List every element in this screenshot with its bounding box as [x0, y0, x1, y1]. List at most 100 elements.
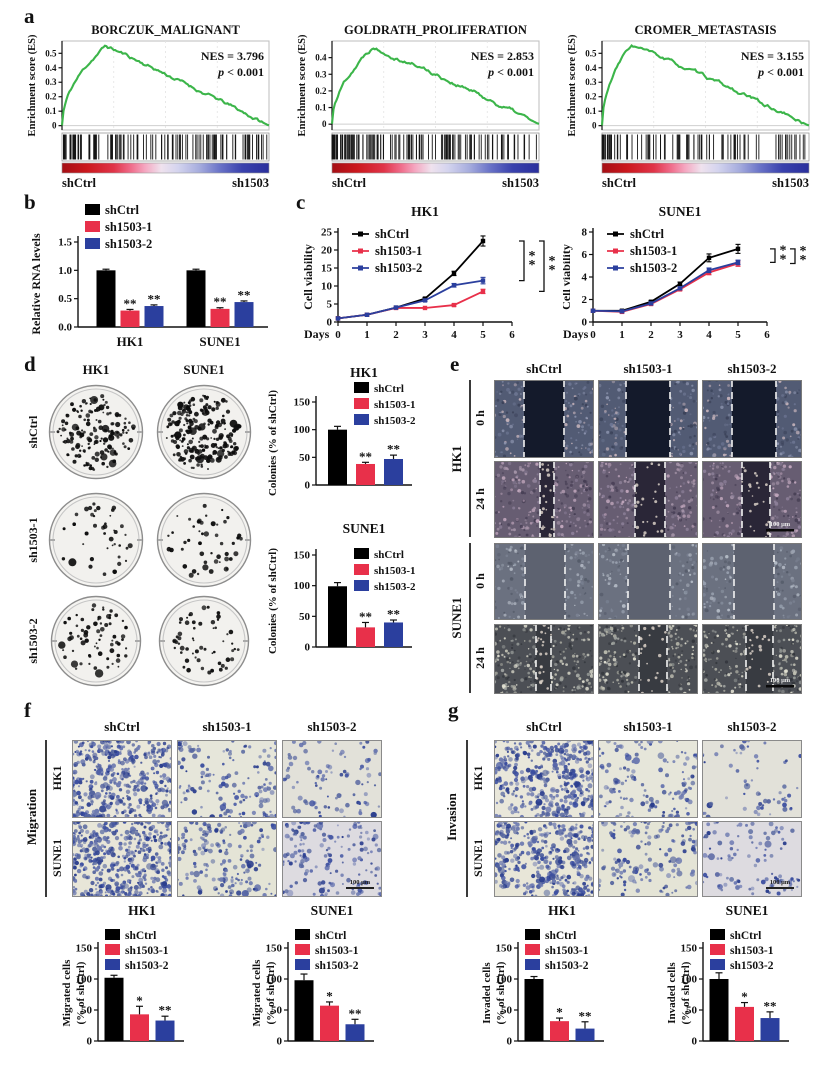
svg-text:SUNE1: SUNE1 — [311, 903, 354, 918]
svg-text:10: 10 — [321, 281, 333, 293]
svg-text:shCtrl: shCtrl — [630, 227, 665, 241]
colony-dish-image — [158, 595, 250, 687]
svg-text:Invaded cells: Invaded cells — [666, 962, 678, 1024]
svg-text:sh1503: sh1503 — [772, 176, 809, 190]
svg-text:**: ** — [238, 287, 251, 302]
panel-e-time-label-hk1-24h: 24 h — [473, 488, 487, 510]
svg-text:Enrichment score (ES): Enrichment score (ES) — [297, 34, 308, 136]
svg-text:Colonies (% of shCtrl): Colonies (% of shCtrl) — [267, 548, 279, 654]
svg-text:1: 1 — [364, 329, 370, 341]
svg-text:sh1503-1: sh1503-1 — [545, 945, 589, 957]
svg-text:0: 0 — [305, 642, 311, 654]
wound-healing-image — [598, 380, 698, 458]
svg-text:**: ** — [349, 1006, 362, 1021]
invasion-hk1-bar-chart: HK1 Invaded cells (% of shCtrl) 0 50 100 150 * *… — [478, 903, 643, 1063]
svg-text:0.3: 0.3 — [45, 77, 57, 87]
svg-text:150: 150 — [294, 550, 311, 562]
svg-text:3: 3 — [422, 329, 428, 341]
svg-text:Invaded cells: Invaded cells — [481, 962, 493, 1024]
svg-text:shCtrl: shCtrl — [545, 930, 576, 942]
svg-text:**: ** — [124, 296, 137, 311]
svg-text:6: 6 — [509, 329, 515, 341]
svg-text:sh1503-2: sh1503-2 — [125, 960, 169, 972]
svg-text:100: 100 — [294, 580, 311, 592]
panel-e-hk1-bracket-line — [469, 380, 471, 537]
svg-text:6: 6 — [582, 249, 588, 261]
panel-d-row-label-sh1503-1: sh1503-1 — [26, 517, 40, 563]
svg-text:100: 100 — [76, 974, 93, 986]
svg-text:sh1503-2: sh1503-2 — [375, 261, 422, 275]
svg-text:0: 0 — [692, 1036, 698, 1048]
svg-text:100 μm: 100 μm — [770, 677, 791, 684]
svg-text:100 μm: 100 μm — [770, 521, 791, 528]
rna-levels-bar-chart: Relative RNA levels 0.0 0.5 1.0 1.5 ** ** HK1 **… — [30, 200, 282, 358]
svg-text:**: ** — [359, 449, 372, 464]
svg-text:50: 50 — [686, 1005, 698, 1017]
svg-text:50: 50 — [81, 1005, 93, 1017]
svg-text:shCtrl: shCtrl — [332, 176, 367, 190]
gsea-plot-goldrath: GOLDRATH_PROLIFERATION Enrichment score (… — [296, 14, 552, 198]
wound-healing-image — [494, 624, 594, 694]
svg-text:0.4: 0.4 — [585, 63, 597, 73]
svg-text:*: * — [136, 993, 143, 1008]
svg-text:**: ** — [387, 442, 400, 457]
wound-healing-image — [494, 380, 594, 458]
panel-g-bracket-line — [466, 740, 468, 897]
svg-text:p < 0.001: p < 0.001 — [217, 65, 264, 79]
svg-text:0: 0 — [590, 329, 596, 341]
svg-text:20: 20 — [321, 245, 333, 257]
svg-text:sh1503-2: sh1503-2 — [630, 261, 677, 275]
svg-text:Migrated cells: Migrated cells — [61, 959, 73, 1027]
migration-sune1-bar-chart: SUNE1 Migrated cells (% of shCtrl) 0 50 100 15… — [248, 903, 413, 1063]
transwell-image — [598, 821, 698, 897]
wound-healing-image — [598, 543, 698, 620]
wound-healing-image — [702, 380, 802, 458]
svg-text:0.0: 0.0 — [58, 322, 72, 334]
svg-text:p < 0.001: p < 0.001 — [757, 65, 804, 79]
svg-text:150: 150 — [681, 943, 698, 955]
svg-text:sh1503-1: sh1503-1 — [125, 945, 169, 957]
colonies-sune1-bar-chart: SUNE1 Colonies (% of shCtrl) 0 50 100 150 ** **… — [266, 518, 424, 668]
panel-e-group-label-sune1: SUNE1 — [449, 597, 464, 639]
wound-healing-image — [598, 624, 698, 694]
wound-healing-image — [494, 461, 594, 538]
panel-f-row-label-hk1: HK1 — [50, 765, 64, 791]
svg-text:0.5: 0.5 — [585, 48, 597, 58]
svg-text:Enrichment score (ES): Enrichment score (ES) — [567, 34, 578, 136]
svg-text:0: 0 — [507, 1036, 513, 1048]
migration-hk1-bar-chart: HK1 Migrated cells (% of shCtrl) 0 50 100 150 *… — [58, 903, 223, 1063]
svg-text:0.5: 0.5 — [58, 293, 72, 305]
svg-text:**: ** — [159, 1003, 172, 1018]
panel-g-side-label: Invasion — [444, 793, 459, 841]
svg-text:shCtrl: shCtrl — [315, 930, 346, 942]
panel-g-row-label-sune1: SUNE1 — [471, 839, 485, 878]
gsea-plot-cromer: CROMER_METASTASIS Enrichment score (ES) 0 0… — [566, 14, 822, 198]
svg-text:6: 6 — [764, 329, 770, 341]
transwell-image: 100 μm — [702, 821, 802, 897]
wound-healing-image: 100 μm — [702, 461, 802, 538]
svg-text:4: 4 — [582, 272, 588, 284]
svg-text:**: ** — [214, 294, 227, 309]
svg-text:0: 0 — [52, 121, 57, 131]
svg-text:0.2: 0.2 — [45, 92, 57, 102]
panel-g-col-header-sh1503-1: sh1503-1 — [623, 719, 673, 734]
svg-text:SUNE1: SUNE1 — [726, 903, 769, 918]
svg-text:150: 150 — [76, 943, 93, 955]
svg-text:150: 150 — [266, 943, 283, 955]
svg-text:*: * — [780, 253, 787, 268]
svg-text:sh1503: sh1503 — [232, 176, 269, 190]
svg-text:0.4: 0.4 — [315, 53, 327, 63]
colony-dish-image — [156, 384, 252, 480]
svg-text:*: * — [529, 258, 536, 273]
svg-text:shCtrl: shCtrl — [62, 176, 97, 190]
svg-text:SUNE1: SUNE1 — [343, 521, 386, 536]
svg-text:0.1: 0.1 — [315, 103, 327, 113]
svg-text:sh1503-1: sh1503-1 — [374, 565, 416, 577]
svg-text:150: 150 — [294, 397, 311, 409]
svg-text:shCtrl: shCtrl — [730, 930, 761, 942]
svg-text:5: 5 — [480, 329, 486, 341]
svg-text:sh1503-2: sh1503-2 — [374, 581, 416, 593]
svg-text:8: 8 — [582, 227, 588, 239]
svg-text:sh1503-1: sh1503-1 — [630, 244, 677, 258]
